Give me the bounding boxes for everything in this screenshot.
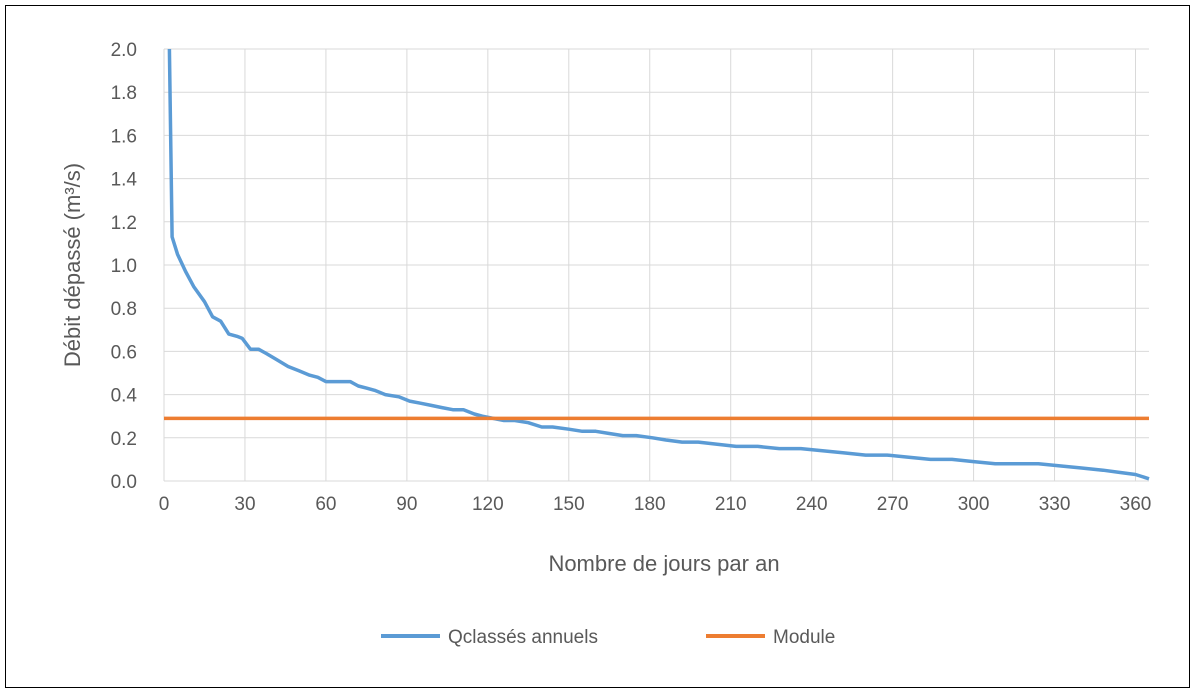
y-tick-label: 1.6 xyxy=(111,126,137,147)
y-tick-label: 0.2 xyxy=(111,429,137,450)
x-tick-label: 330 xyxy=(1039,494,1071,515)
x-tick-label: 240 xyxy=(796,494,828,515)
series-lines xyxy=(164,48,1150,481)
x-tick-label: 180 xyxy=(634,494,666,515)
series-line-qclasses-annuels xyxy=(167,48,1150,481)
legend-label-qclasses: Qclassés annuels xyxy=(448,627,598,648)
x-tick-label: 150 xyxy=(553,494,585,515)
tick-labels: 0 30 60 90 120 150 180 210 240 270 300 330 360 0.0 0.2… xyxy=(111,40,1152,515)
gridlines xyxy=(163,48,1149,482)
y-tick-label: 0.0 xyxy=(111,472,137,493)
chart-frame xyxy=(5,5,1190,688)
x-tick-label: 300 xyxy=(958,494,990,515)
x-tick-label: 0 xyxy=(159,494,170,515)
y-tick-label: 0.8 xyxy=(111,299,137,320)
y-tick-label: 1.8 xyxy=(111,83,137,104)
legend: Qclassés annuels Module xyxy=(381,627,835,648)
x-tick-label: 270 xyxy=(877,494,909,515)
x-tick-label: 60 xyxy=(315,494,336,515)
y-tick-label: 1.0 xyxy=(111,256,137,277)
y-axis-title: Débit dépassé (m³/s) xyxy=(60,163,85,367)
x-tick-label: 360 xyxy=(1120,494,1152,515)
x-tick-label: 30 xyxy=(234,494,255,515)
y-tick-label: 1.4 xyxy=(111,170,138,191)
y-tick-label: 1.2 xyxy=(111,213,137,234)
legend-label-module: Module xyxy=(773,627,835,648)
y-tick-label: 0.4 xyxy=(111,386,138,407)
x-tick-label: 90 xyxy=(396,494,417,515)
x-tick-label: 210 xyxy=(715,494,747,515)
y-tick-label: 0.6 xyxy=(111,342,137,363)
x-axis-title: Nombre de jours par an xyxy=(548,551,779,576)
x-tick-label: 120 xyxy=(472,494,504,515)
y-tick-label: 2.0 xyxy=(111,40,137,61)
